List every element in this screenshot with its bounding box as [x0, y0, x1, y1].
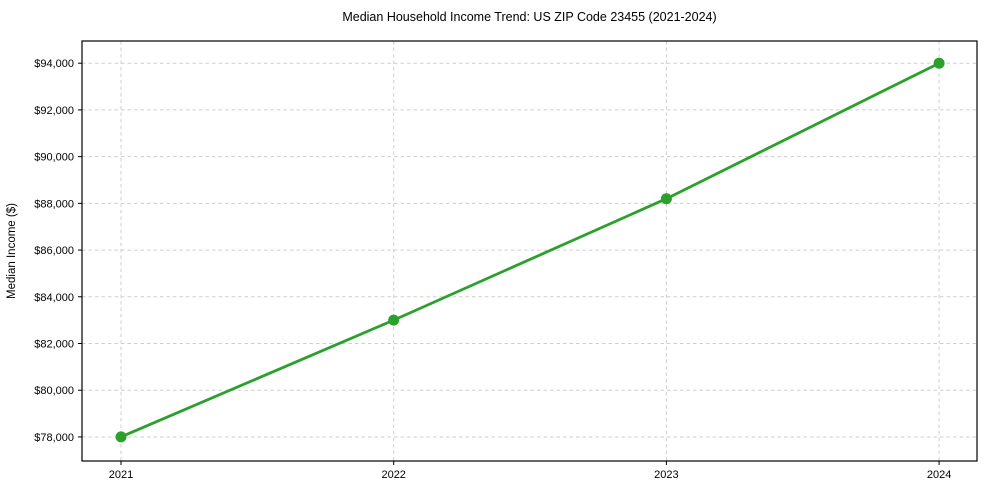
y-tick-label: $86,000: [34, 245, 74, 257]
y-tick-label: $94,000: [34, 58, 74, 70]
chart-title: Median Household Income Trend: US ZIP Co…: [342, 10, 716, 24]
tick-labels: 2021 2022 2023 2024 $78,000 $80,000 $82,000 $84…: [34, 58, 951, 481]
y-tick-label: $78,000: [34, 432, 74, 444]
y-tick-label: $82,000: [34, 339, 74, 351]
y-tick-label: $90,000: [34, 152, 74, 164]
y-tick-label: $92,000: [34, 105, 74, 117]
y-axis-label: Median Income ($): [6, 203, 18, 299]
data-point-2024: [933, 57, 945, 69]
data-point-2023: [660, 193, 672, 205]
income-series: [115, 57, 945, 443]
trend-line: [119, 61, 941, 439]
plot-border: [81, 40, 978, 462]
axes: [78, 40, 978, 465]
y-tick-label: $84,000: [34, 292, 74, 304]
x-tick-label: 2021: [109, 469, 133, 481]
data-point-2022: [388, 314, 400, 326]
gridlines: [82, 41, 977, 461]
y-tick-label: $80,000: [34, 385, 74, 397]
x-tick-label: 2022: [381, 469, 405, 481]
x-tick-label: 2024: [927, 469, 951, 481]
data-point-2021: [115, 431, 127, 443]
y-tick-label: $88,000: [34, 198, 74, 210]
x-tick-label: 2023: [654, 469, 678, 481]
